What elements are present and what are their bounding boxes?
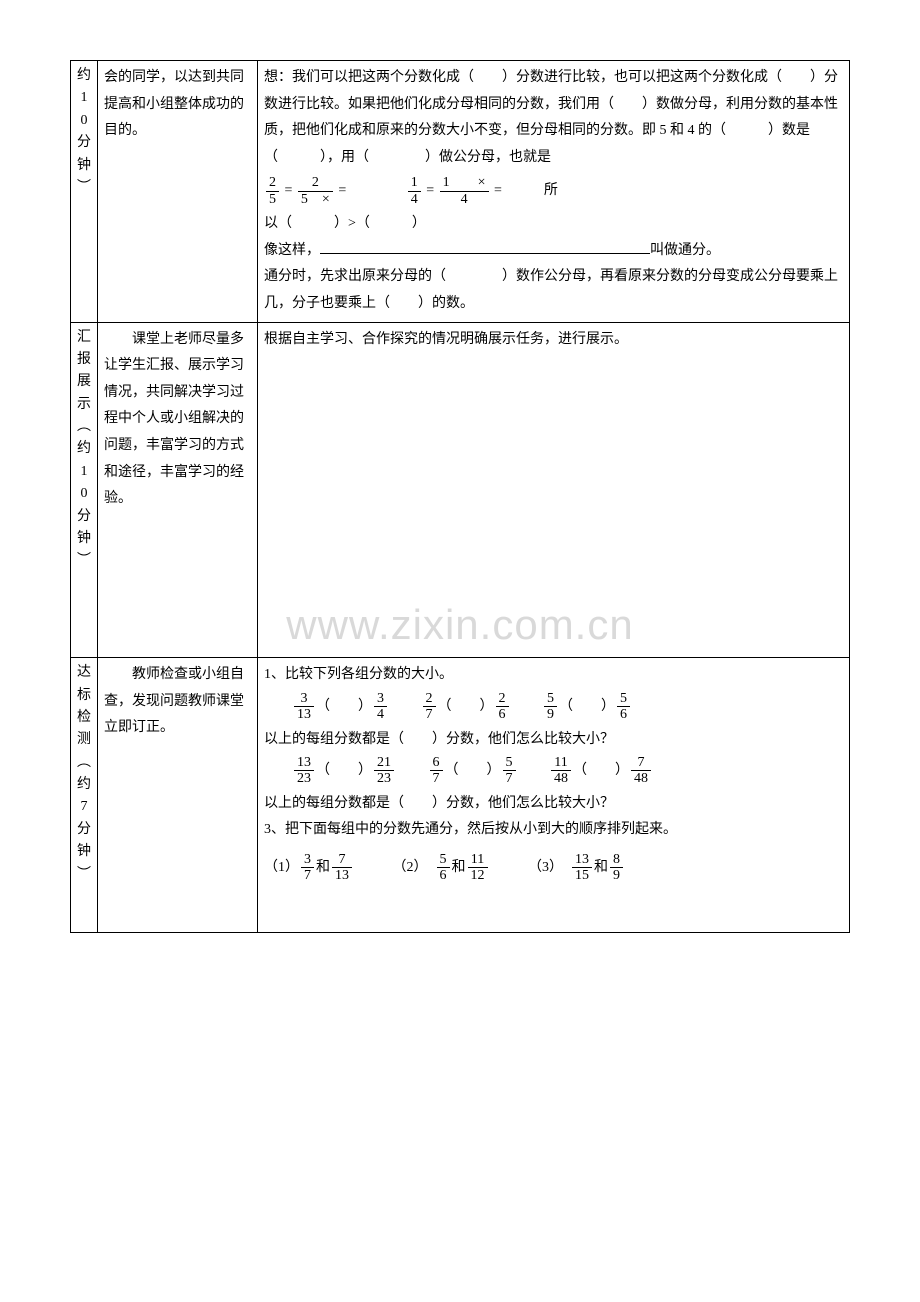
row1-p2: 以（ ）>（ ） [264, 211, 843, 238]
row1-p3: 像这样，叫做通分。 [264, 238, 843, 265]
row3-l1: 1、比较下列各组分数的大小。 [264, 662, 843, 689]
lesson-table: 约 1 0 分 钟 ︶ 会的同学，以达到共同提高和小组整体成功的目的。 想：我们… [70, 60, 850, 933]
row3-cmp2: 1323（ ）2123 67（ ）57 1148（ ）748 [264, 755, 843, 787]
row1-body: 想：我们可以把这两个分数化成（ ）分数进行比较，也可以把这两个分数化成（ ）分数… [258, 61, 850, 323]
row1-desc: 会的同学，以达到共同提高和小组整体成功的目的。 [98, 61, 258, 323]
row3-groups: （1）37和713 （2） 56和1112 （3） 1315和89 [264, 852, 843, 884]
row1-equations: 25 = 25 × = 14 = 1 ×4 = 所 [264, 175, 843, 207]
row3-desc: 教师检查或小组自查，发现问题教师课堂立即订正。 [98, 658, 258, 933]
row3-note2: 以上的每组分数都是（ ）分数，他们怎么比较大小？ [264, 791, 843, 818]
row3-cmp1: 313（ ）34 27（ ）26 59（ ）56 [264, 691, 843, 723]
row2-body: 根据自主学习、合作探究的情况明确展示任务，进行展示。 [258, 322, 850, 658]
row3-body: 1、比较下列各组分数的大小。 313（ ）34 27（ ）26 59（ ）56 … [258, 658, 850, 933]
row2-desc: 课堂上老师尽量多让学生汇报、展示学习情况，共同解决学习过程中个人或小组解决的问题… [98, 322, 258, 658]
row1-p4: 通分时，先求出原来分母的（ ）数作公分母，再看原来分数的分母变成公分母要乘上几，… [264, 264, 843, 317]
row3-label: 达 标 检 测 ︵ 约 7 分 钟 ︶ [71, 658, 98, 933]
row2-p1: 根据自主学习、合作探究的情况明确展示任务，进行展示。 [264, 327, 843, 354]
row2-label: 汇 报 展 示 ︵ 约 1 0 分 钟 ︶ [71, 322, 98, 658]
row3-l3: 3、把下面每组中的分数先通分，然后按从小到大的顺序排列起来。 [264, 817, 843, 844]
row1-label: 约 1 0 分 钟 ︶ [71, 61, 98, 323]
row1-p1: 想：我们可以把这两个分数化成（ ）分数进行比较，也可以把这两个分数化成（ ）分数… [264, 65, 843, 171]
row3-note1: 以上的每组分数都是（ ）分数，他们怎么比较大小？ [264, 727, 843, 754]
